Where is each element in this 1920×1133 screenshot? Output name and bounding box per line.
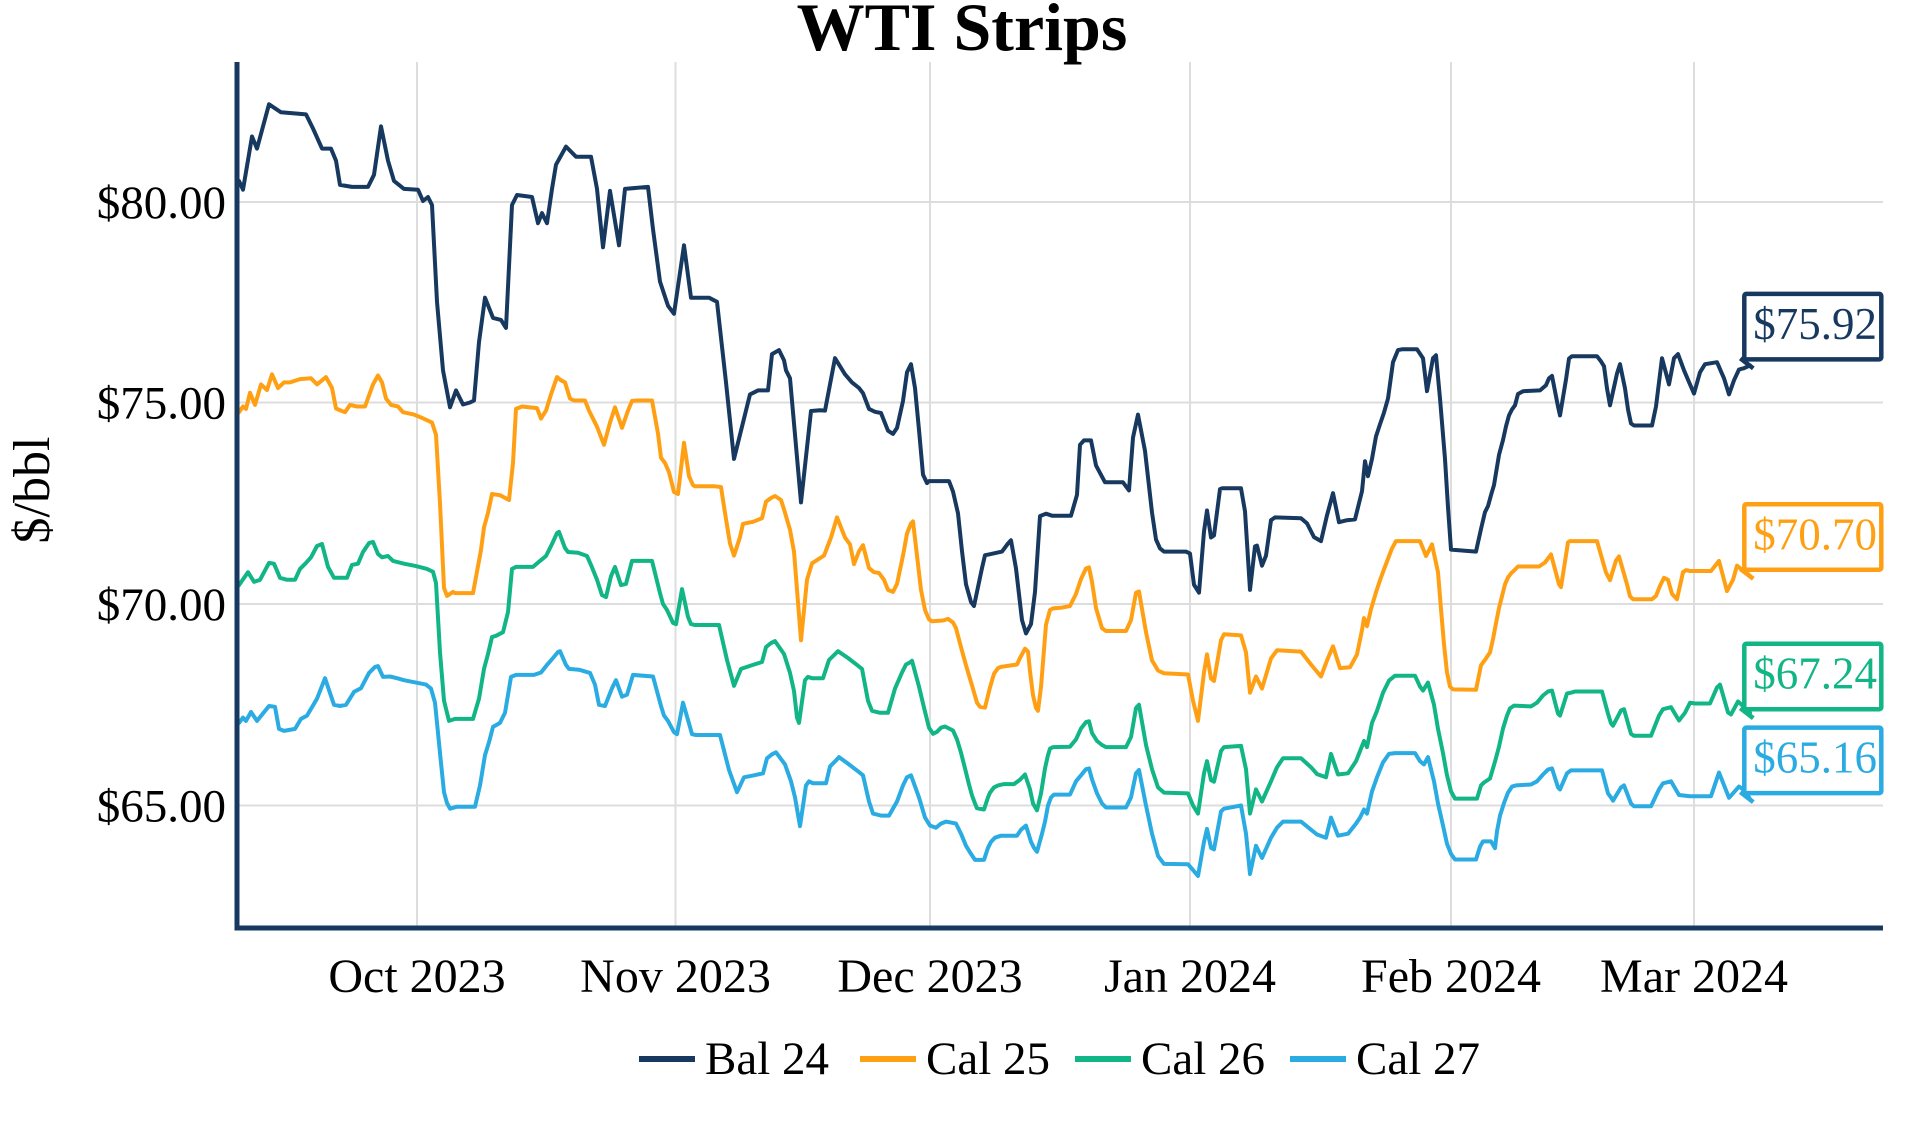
- svg-text:Cal 25: Cal 25: [926, 1033, 1050, 1085]
- svg-text:Cal 26: Cal 26: [1141, 1033, 1265, 1085]
- svg-text:$65.16: $65.16: [1753, 733, 1877, 783]
- svg-text:Nov 2023: Nov 2023: [580, 950, 771, 1003]
- svg-text:WTI Strips: WTI Strips: [797, 0, 1128, 65]
- svg-text:Oct 2023: Oct 2023: [328, 950, 505, 1003]
- svg-text:$/bbl: $/bbl: [4, 437, 61, 544]
- svg-text:$70.70: $70.70: [1753, 509, 1877, 559]
- svg-text:$65.00: $65.00: [97, 781, 226, 833]
- svg-text:Cal 27: Cal 27: [1356, 1033, 1480, 1085]
- svg-text:$75.00: $75.00: [97, 378, 226, 430]
- svg-text:Mar 2024: Mar 2024: [1600, 950, 1788, 1003]
- svg-text:$70.00: $70.00: [97, 579, 226, 631]
- svg-text:Bal 24: Bal 24: [705, 1033, 829, 1085]
- svg-text:$80.00: $80.00: [97, 177, 226, 229]
- svg-text:$67.24: $67.24: [1753, 649, 1877, 699]
- svg-text:Jan 2024: Jan 2024: [1104, 950, 1276, 1003]
- svg-text:$75.92: $75.92: [1753, 299, 1877, 349]
- svg-text:Feb 2024: Feb 2024: [1361, 950, 1541, 1003]
- svg-text:Dec 2023: Dec 2023: [837, 950, 1022, 1003]
